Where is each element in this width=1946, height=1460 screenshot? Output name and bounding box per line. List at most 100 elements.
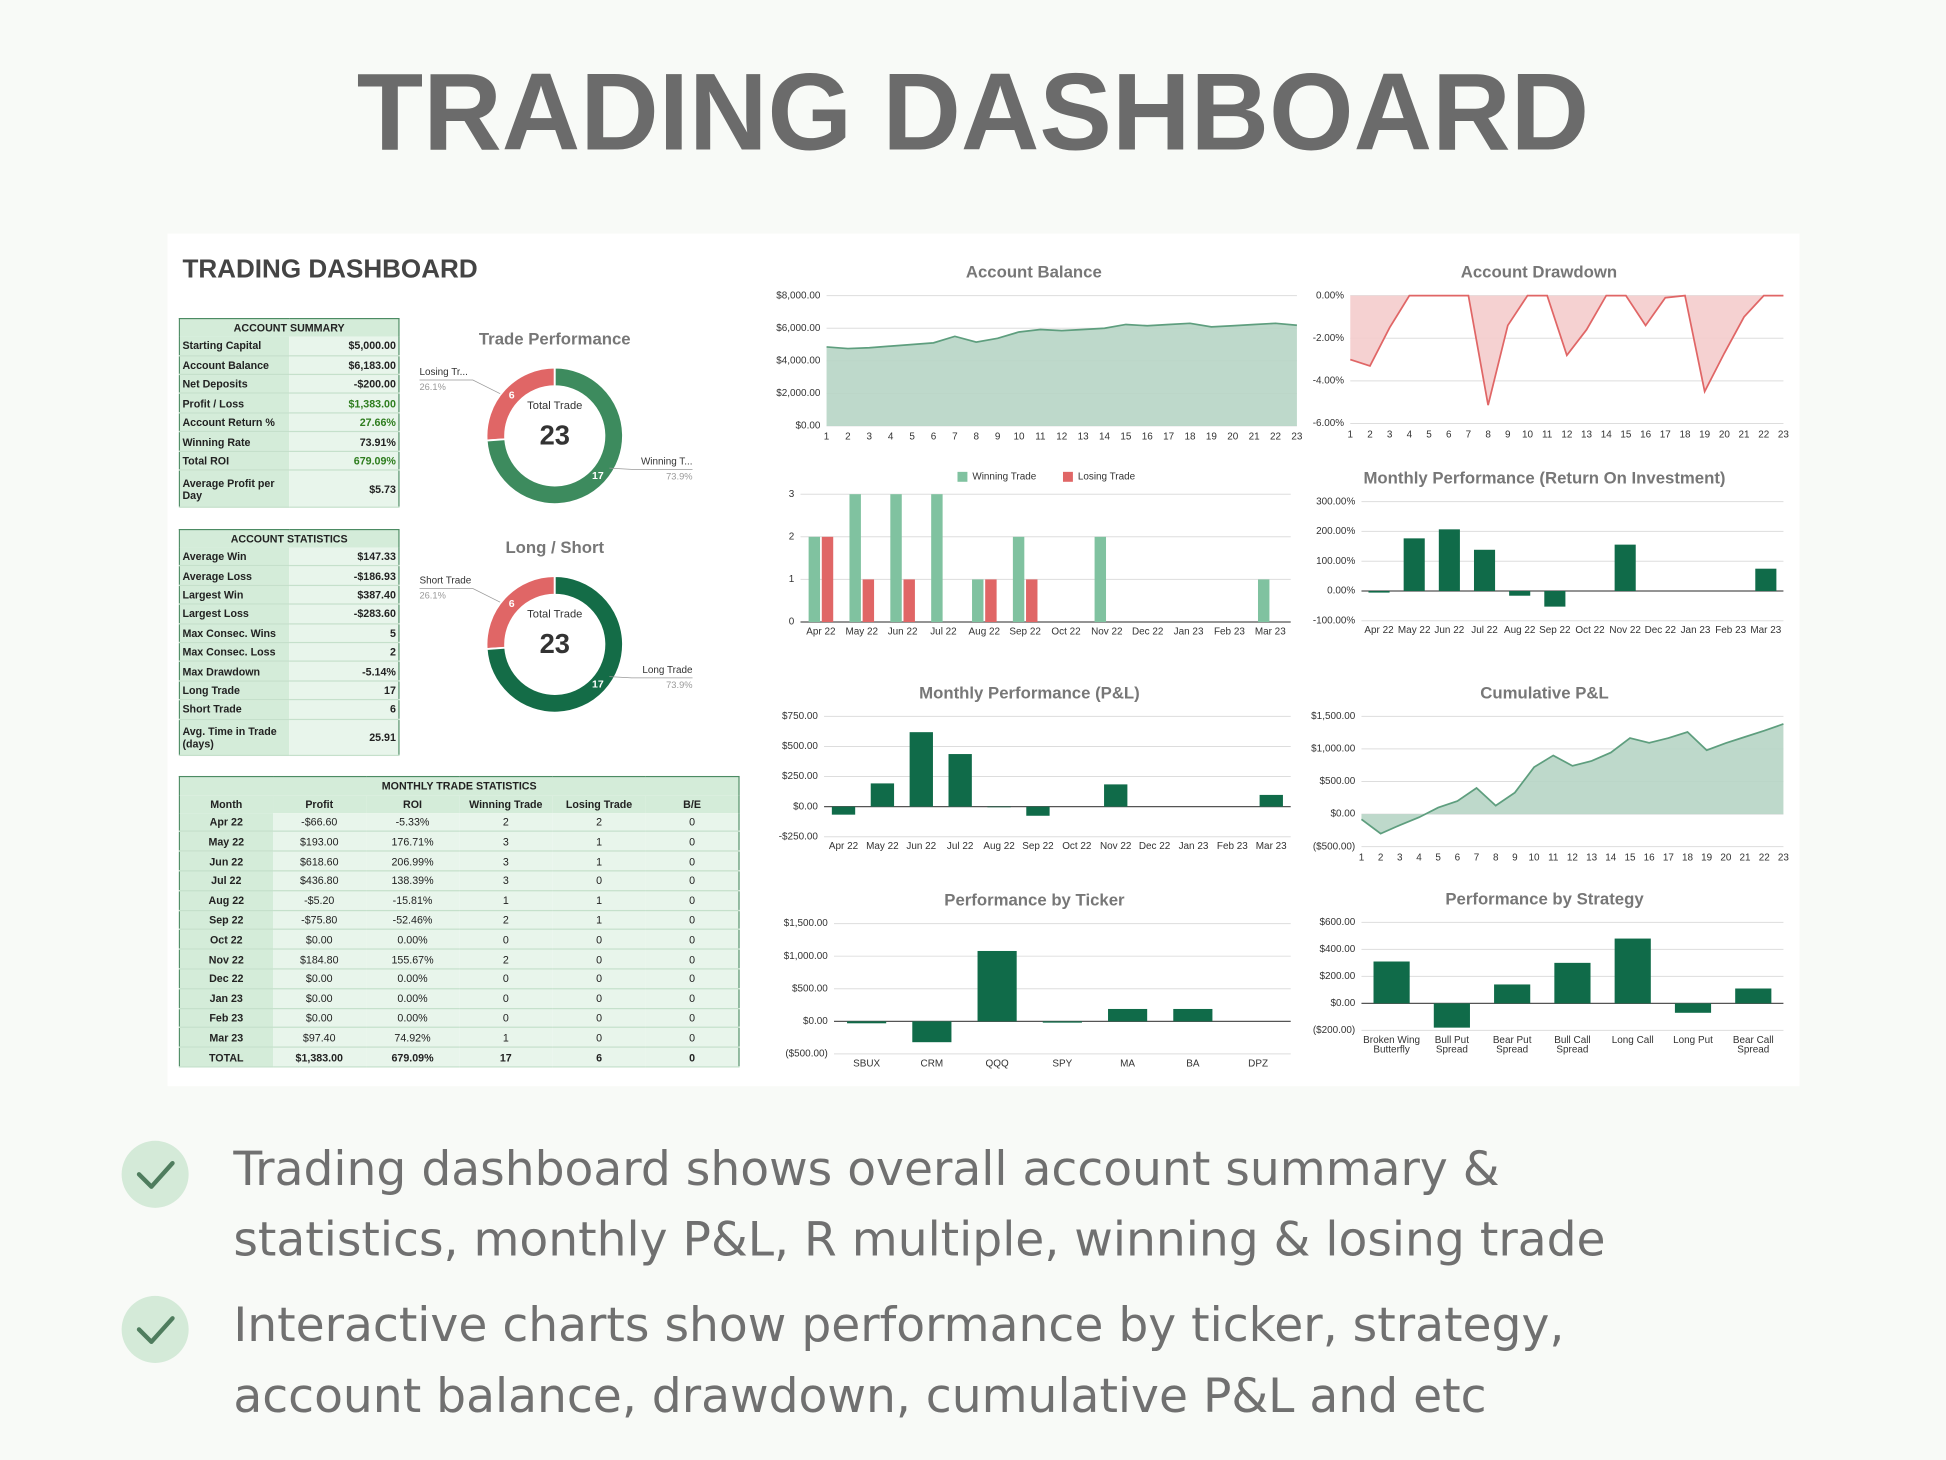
x-tick-label: 21 <box>1740 852 1752 863</box>
legend-percent: 73.9% <box>666 680 692 690</box>
chart-title: Cumulative P&L <box>1480 683 1608 702</box>
table-cell: $436.80 <box>272 870 366 892</box>
table-cell: 0 <box>645 968 740 990</box>
x-tick-label: 19 <box>1699 429 1711 440</box>
y-tick-label: ($500.00) <box>785 1049 827 1060</box>
x-tick-label: Jun 22 <box>887 626 918 637</box>
table-title: MONTHLY TRADE STATISTICS <box>179 776 740 796</box>
bar <box>1042 1021 1082 1023</box>
x-tick-label: 7 <box>1474 852 1480 863</box>
table-cell: Feb 23 <box>179 1008 273 1029</box>
x-tick-label: 17 <box>1163 432 1175 443</box>
row-value: $387.40 <box>289 585 400 605</box>
table-cell: 679.09% <box>365 1047 460 1068</box>
x-tick-label: 20 <box>1227 432 1239 443</box>
table-cell: 0 <box>459 929 553 950</box>
x-tick-label: 6 <box>1455 852 1461 863</box>
x-tick-box: May 22 <box>866 842 899 852</box>
y-tick-label: $500.00 <box>782 741 818 752</box>
column-header: B/E <box>645 795 740 814</box>
table-header-row: ACCOUNT SUMMARY <box>179 318 400 337</box>
x-tick-label: 15 <box>1620 429 1632 440</box>
table-cell: -$66.60 <box>272 813 366 833</box>
y-tick-label: 0 <box>789 617 795 628</box>
column-header: Losing Trade <box>552 795 646 814</box>
table-cell: 1 <box>552 851 646 872</box>
row-label: Average Loss <box>179 566 290 586</box>
dashboard-title: TRADING DASHBOARD <box>182 254 477 284</box>
x-tick-label: 5 <box>909 432 915 443</box>
x-tick-label: 20 <box>1720 852 1732 863</box>
x-tick-label: 5 <box>1426 429 1432 440</box>
legend-label: Losing Tr... <box>419 367 467 378</box>
table-row: Feb 23 $0.00 0.00% 0 0 0 <box>179 1008 740 1029</box>
bar <box>1094 536 1107 623</box>
x-tick-label: Nov 22 <box>1099 841 1132 852</box>
x-tick-box: BA <box>1186 1059 1199 1069</box>
area-line <box>1350 294 1784 406</box>
bar <box>847 1021 887 1024</box>
x-tick-label: 4 <box>1416 852 1422 863</box>
table-row: Average Loss -$186.93 <box>179 566 400 586</box>
bar <box>972 579 984 623</box>
table-cell: 0 <box>645 1008 740 1029</box>
table-cell: Oct 22 <box>179 929 273 950</box>
bar <box>1554 962 1591 1004</box>
x-tick-label: 14 <box>1601 429 1613 440</box>
legend-swatch <box>1062 471 1073 482</box>
y-tick-label: 0.00% <box>1327 586 1355 597</box>
leader-line <box>419 379 501 395</box>
row-label: Net Deposits <box>179 374 290 395</box>
x-tick-label: Oct 22 <box>1051 626 1081 637</box>
table-row: Apr 22 -$66.60 -5.33% 2 2 0 <box>179 813 740 833</box>
x-tick-label: 8 <box>1493 852 1499 863</box>
table-cell: May 22 <box>179 831 273 852</box>
x-tick-box: Bull Put Spread <box>1435 1035 1469 1055</box>
y-tick-label: -100.00% <box>1313 615 1356 626</box>
table-cell: $193.00 <box>272 831 366 852</box>
x-tick-label: 15 <box>1120 432 1132 443</box>
table-cell: 6 <box>552 1047 646 1068</box>
chart-title: Trade Performance <box>479 330 631 349</box>
table-cell: -5.33% <box>365 813 460 833</box>
table-cell: 0 <box>552 988 646 1009</box>
column-header: Winning Trade <box>459 795 553 814</box>
row-label: Account Balance <box>179 355 290 376</box>
x-tick-label: 4 <box>1407 429 1413 440</box>
x-tick-label: 9 <box>995 432 1001 443</box>
row-value: 73.91% <box>289 432 400 452</box>
bar <box>1026 806 1050 816</box>
bar <box>1259 794 1283 807</box>
table-title: ACCOUNT STATISTICS <box>179 529 400 548</box>
bar <box>870 783 895 807</box>
x-tick-box: SPY <box>1052 1059 1072 1069</box>
x-tick-label: Bear Call Spread <box>1732 1035 1774 1056</box>
x-tick-label: 14 <box>1605 852 1617 863</box>
table-cell: 0 <box>645 988 740 1009</box>
area-line <box>826 322 1297 350</box>
y-tick-label: 100.00% <box>1316 556 1355 567</box>
table-cell: 3 <box>459 870 553 892</box>
table-cell: -52.46% <box>365 910 460 931</box>
chart-title: Account Balance <box>966 263 1102 282</box>
x-tick-label: 22 <box>1270 432 1282 443</box>
x-tick-box: MA <box>1120 1059 1135 1069</box>
bar <box>1433 1003 1470 1028</box>
row-value: -$186.93 <box>289 566 400 586</box>
x-tick-box: Nov 22 <box>1099 841 1132 852</box>
x-tick-label: 23 <box>1778 852 1790 863</box>
x-tick-label: 3 <box>867 432 873 443</box>
y-tick-label: -6.00% <box>1313 418 1345 429</box>
table-row: Long Trade 17 <box>179 680 400 701</box>
chart-title: Account Drawdown <box>1461 263 1617 282</box>
x-tick-label: Long Put <box>1673 1035 1713 1046</box>
x-tick-label: 5 <box>1435 852 1441 863</box>
table-cell: 0 <box>552 949 646 970</box>
x-tick-label: 1 <box>824 432 830 443</box>
x-tick-label: Dec 22 <box>1138 841 1171 852</box>
x-tick-label: Sep 22 <box>1022 841 1054 852</box>
table-cell: -$5.20 <box>272 890 366 911</box>
x-tick-box: Oct 22 <box>1051 626 1081 637</box>
x-tick-box: QQQ <box>986 1059 1009 1069</box>
